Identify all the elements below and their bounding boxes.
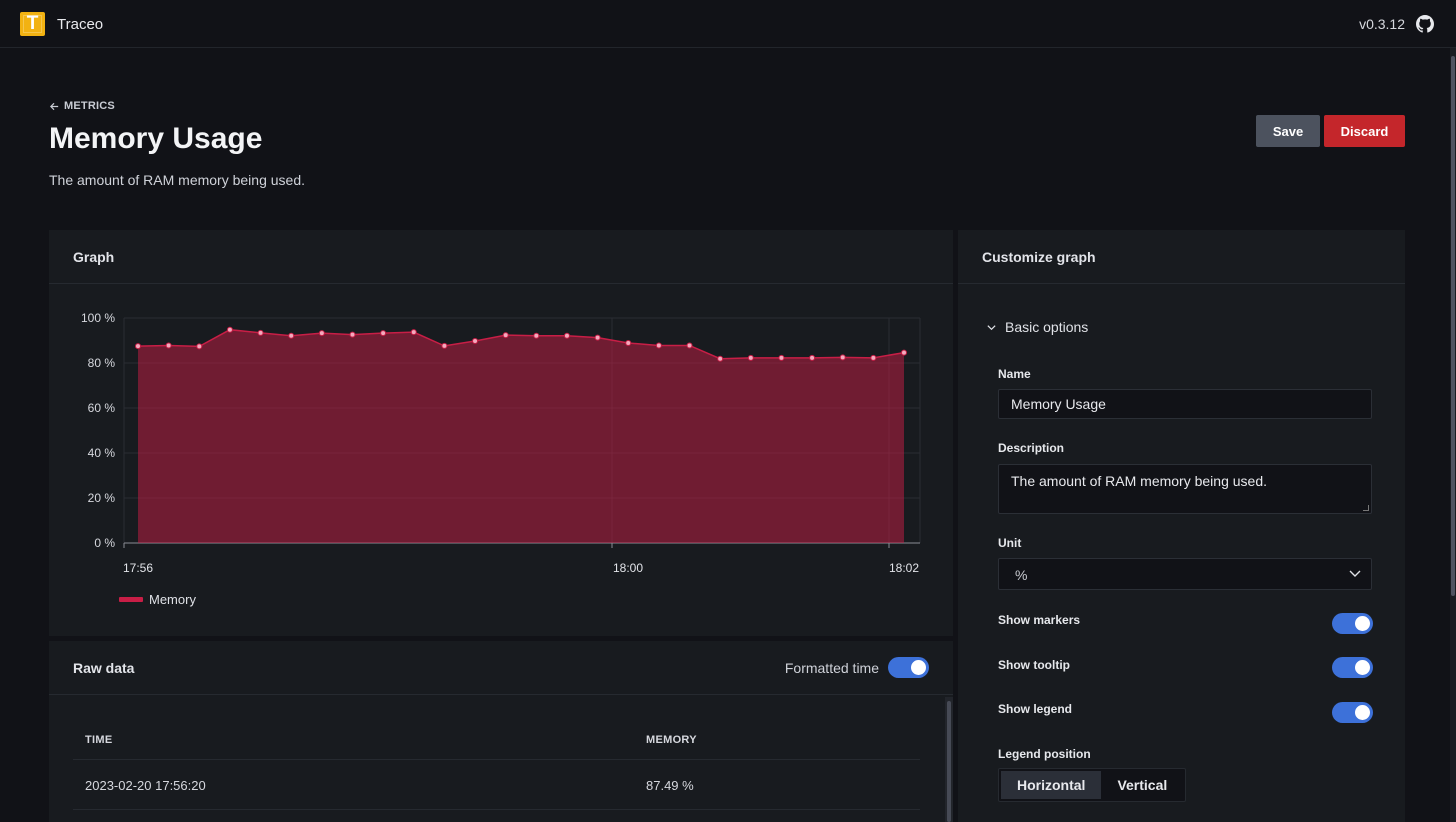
unit-value: %	[1015, 567, 1028, 583]
chevron-down-icon	[987, 324, 996, 330]
save-button[interactable]: Save	[1256, 115, 1320, 147]
table-row-divider	[73, 809, 920, 810]
legend-position-label: Legend position	[998, 747, 1091, 761]
column-header-memory[interactable]: MEMORY	[646, 734, 697, 746]
y-tick-label: 60 %	[88, 401, 116, 415]
show-markers-toggle[interactable]	[1332, 613, 1373, 634]
data-point-marker	[655, 342, 662, 349]
page-title: Memory Usage	[49, 122, 263, 155]
description-label: Description	[998, 441, 1065, 455]
description-text: The amount of RAM memory being used.	[1011, 473, 1268, 489]
data-point-marker	[901, 349, 907, 356]
graph-panel-header: Graph	[49, 230, 953, 284]
chevron-down-icon	[1349, 570, 1361, 577]
chart-legend[interactable]: Memory	[119, 592, 196, 607]
data-point-marker	[502, 332, 509, 339]
basic-options-label: Basic options	[1005, 319, 1089, 335]
y-tick-label: 40 %	[88, 446, 116, 460]
data-point-marker	[870, 354, 877, 361]
description-textarea[interactable]: The amount of RAM memory being used.	[998, 464, 1372, 514]
raw-data-header: Raw data Formatted time	[49, 641, 953, 695]
back-to-metrics-link[interactable]: METRICS	[49, 100, 115, 112]
graph-panel: Graph 0 % 20 % 40 % 60 % 80 % 100 % 17:56 18:00…	[49, 230, 953, 636]
data-point-marker	[472, 337, 479, 344]
data-point-marker	[226, 326, 233, 333]
customize-graph-panel: Customize graph Basic options Name Descr…	[958, 230, 1405, 822]
data-point-marker	[533, 332, 540, 339]
data-point-marker	[625, 339, 632, 346]
data-point-marker	[135, 343, 141, 350]
data-point-marker	[196, 343, 203, 350]
show-markers-label: Show markers	[998, 613, 1081, 627]
legend-position-horizontal[interactable]: Horizontal	[1001, 771, 1102, 799]
data-point-marker	[165, 342, 172, 349]
legend-position-vertical[interactable]: Vertical	[1117, 777, 1168, 793]
raw-data-panel: Raw data Formatted time TIME MEMORY 2023…	[49, 641, 953, 822]
y-tick-label: 20 %	[88, 491, 116, 505]
memory-area	[138, 329, 904, 543]
formatted-time-label: Formatted time	[784, 660, 879, 676]
github-icon[interactable]	[1416, 15, 1434, 33]
discard-button[interactable]: Discard	[1324, 115, 1405, 147]
show-tooltip-toggle[interactable]	[1332, 657, 1373, 678]
y-tick-label: 0 %	[94, 536, 115, 550]
table-divider	[73, 759, 920, 760]
unit-select[interactable]: %	[998, 558, 1372, 590]
data-point-marker	[717, 355, 724, 362]
customize-panel-title: Customize graph	[982, 249, 1096, 265]
unit-label: Unit	[998, 536, 1022, 550]
data-point-marker	[257, 329, 264, 336]
version-label: v0.3.12	[1359, 16, 1405, 32]
data-point-marker	[441, 342, 448, 349]
top-bar: T Traceo v0.3.12	[0, 0, 1456, 48]
back-label: METRICS	[64, 100, 115, 112]
legend-position-segmented: Horizontal Vertical	[998, 768, 1187, 802]
data-point-marker	[686, 342, 693, 349]
row-time-cell: 2023-02-20 17:56:20	[85, 778, 206, 793]
page-scrollbar-thumb[interactable]	[1451, 56, 1455, 596]
row-memory-cell: 87.49 %	[646, 778, 694, 793]
page-description: The amount of RAM memory being used.	[49, 172, 306, 188]
memory-line	[137, 328, 905, 360]
column-header-time[interactable]: TIME	[85, 734, 113, 746]
name-label: Name	[998, 367, 1031, 381]
data-point-marker	[594, 334, 601, 341]
memory-chart[interactable]: 0 % 20 % 40 % 60 % 80 % 100 % 17:56 18:00 18:02	[49, 290, 953, 580]
show-legend-label: Show legend	[998, 702, 1073, 716]
show-legend-toggle[interactable]	[1332, 702, 1373, 723]
x-tick-label: 18:02	[889, 561, 919, 575]
graph-panel-title: Graph	[73, 249, 115, 265]
y-tick-label: 80 %	[88, 356, 116, 370]
resize-handle[interactable]	[1363, 505, 1369, 511]
data-point-marker	[778, 354, 785, 361]
data-point-marker	[380, 330, 387, 337]
traceo-logo[interactable]: T	[20, 12, 45, 36]
legend-label: Memory	[149, 592, 196, 607]
x-tick-label: 17:56	[123, 561, 153, 575]
data-point-marker	[747, 354, 754, 361]
data-point-marker	[349, 331, 356, 338]
data-point-marker	[809, 354, 816, 361]
x-tick-label: 18:00	[613, 561, 643, 575]
data-point-marker	[839, 354, 846, 361]
basic-options-toggle[interactable]: Basic options	[986, 319, 1088, 335]
data-point-marker	[563, 332, 570, 339]
formatted-time-toggle[interactable]	[888, 657, 929, 678]
legend-swatch	[119, 597, 143, 602]
raw-data-scrollbar-thumb[interactable]	[947, 701, 951, 822]
arrow-left-icon	[49, 102, 59, 110]
show-tooltip-label: Show tooltip	[998, 658, 1070, 672]
app-name[interactable]: Traceo	[57, 16, 104, 33]
name-input[interactable]	[998, 389, 1372, 419]
raw-data-title: Raw data	[73, 660, 135, 676]
customize-panel-header: Customize graph	[958, 230, 1405, 284]
data-point-marker	[410, 329, 417, 336]
y-tick-label: 100 %	[81, 311, 115, 325]
data-point-marker	[318, 330, 325, 337]
data-point-marker	[288, 332, 295, 339]
